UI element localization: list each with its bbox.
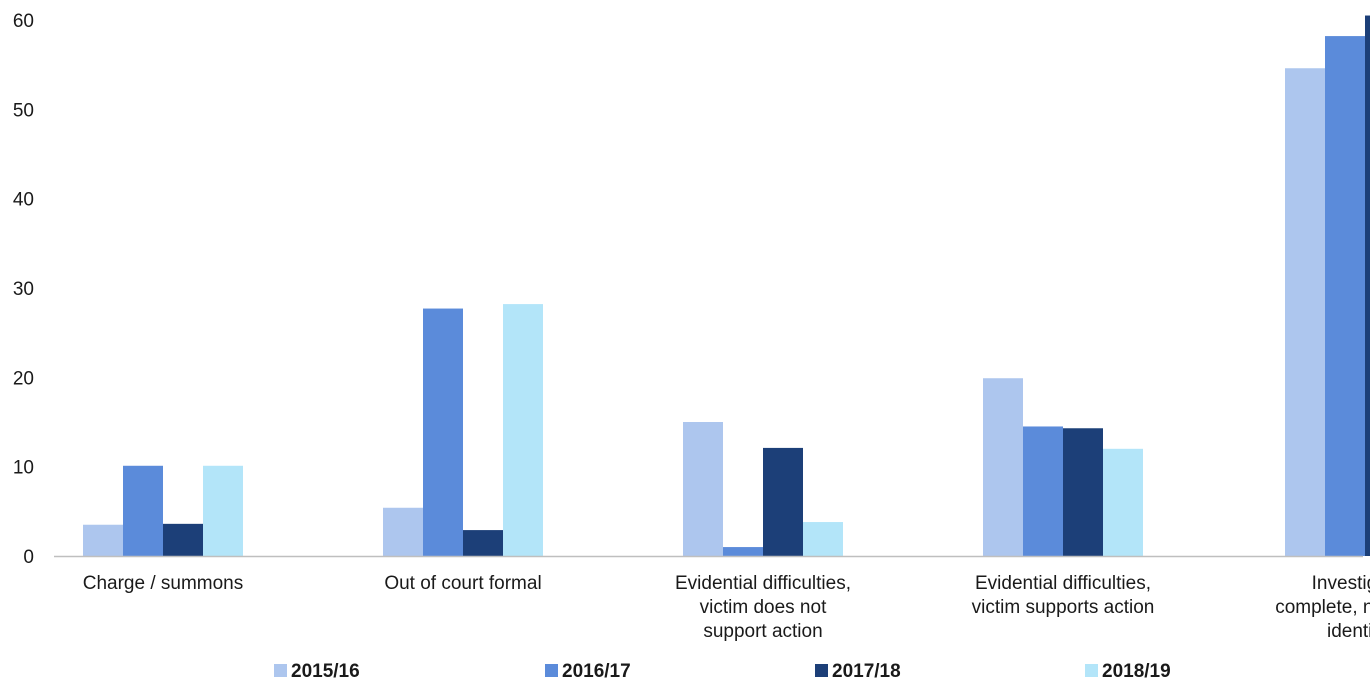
bar bbox=[383, 507, 423, 556]
bar bbox=[983, 378, 1023, 556]
x-category-label: victim does not bbox=[700, 597, 827, 618]
legend-label: 2015/16 bbox=[291, 661, 360, 682]
bar bbox=[1023, 426, 1063, 556]
legend-swatch bbox=[545, 664, 558, 677]
x-category-label: Investigation bbox=[1312, 573, 1370, 594]
bar-series bbox=[83, 15, 1370, 557]
bar bbox=[1325, 36, 1365, 556]
legend: 2015/16 2016/17 2017/18 2018/19 bbox=[274, 661, 1171, 682]
y-tick-label: 20 bbox=[13, 368, 34, 389]
y-tick-label: 50 bbox=[13, 100, 34, 121]
bar bbox=[1285, 68, 1325, 557]
y-tick-label: 40 bbox=[13, 190, 34, 211]
bar bbox=[163, 523, 203, 556]
x-category-label: identified bbox=[1327, 621, 1370, 642]
y-axis-ticks: 0 10 20 30 40 50 60 bbox=[13, 11, 34, 568]
legend-swatch bbox=[815, 664, 828, 677]
x-category-label: Evidential difficulties, bbox=[675, 573, 851, 594]
bar bbox=[83, 524, 123, 556]
bar bbox=[203, 465, 243, 556]
bar bbox=[803, 522, 843, 556]
legend-label: 2018/19 bbox=[1102, 661, 1171, 682]
x-category-label: victim supports action bbox=[972, 597, 1155, 618]
legend-label: 2017/18 bbox=[832, 661, 901, 682]
legend-swatch bbox=[274, 664, 287, 677]
bar bbox=[723, 547, 763, 556]
bar bbox=[503, 304, 543, 556]
x-category-label: Evidential difficulties, bbox=[975, 573, 1151, 594]
bar bbox=[123, 465, 163, 556]
x-category-label: Charge / summons bbox=[83, 573, 244, 594]
x-category-label: Out of court formal bbox=[384, 573, 541, 594]
x-axis-category-labels: Charge / summons Out of court formal Evide… bbox=[83, 573, 1370, 642]
legend-label: 2016/17 bbox=[562, 661, 631, 682]
y-tick-label: 0 bbox=[23, 547, 34, 568]
bar bbox=[683, 422, 723, 556]
legend-swatch bbox=[1085, 664, 1098, 677]
bar bbox=[423, 308, 463, 556]
bar bbox=[463, 530, 503, 556]
bar bbox=[1103, 448, 1143, 556]
bar bbox=[1365, 15, 1370, 557]
y-tick-label: 60 bbox=[13, 11, 34, 32]
y-tick-label: 10 bbox=[13, 458, 34, 479]
x-category-label: complete, no suspect bbox=[1275, 597, 1370, 618]
y-tick-label: 30 bbox=[13, 279, 34, 300]
x-category-label: support action bbox=[703, 621, 822, 642]
bar bbox=[1063, 428, 1103, 556]
bar bbox=[763, 447, 803, 556]
